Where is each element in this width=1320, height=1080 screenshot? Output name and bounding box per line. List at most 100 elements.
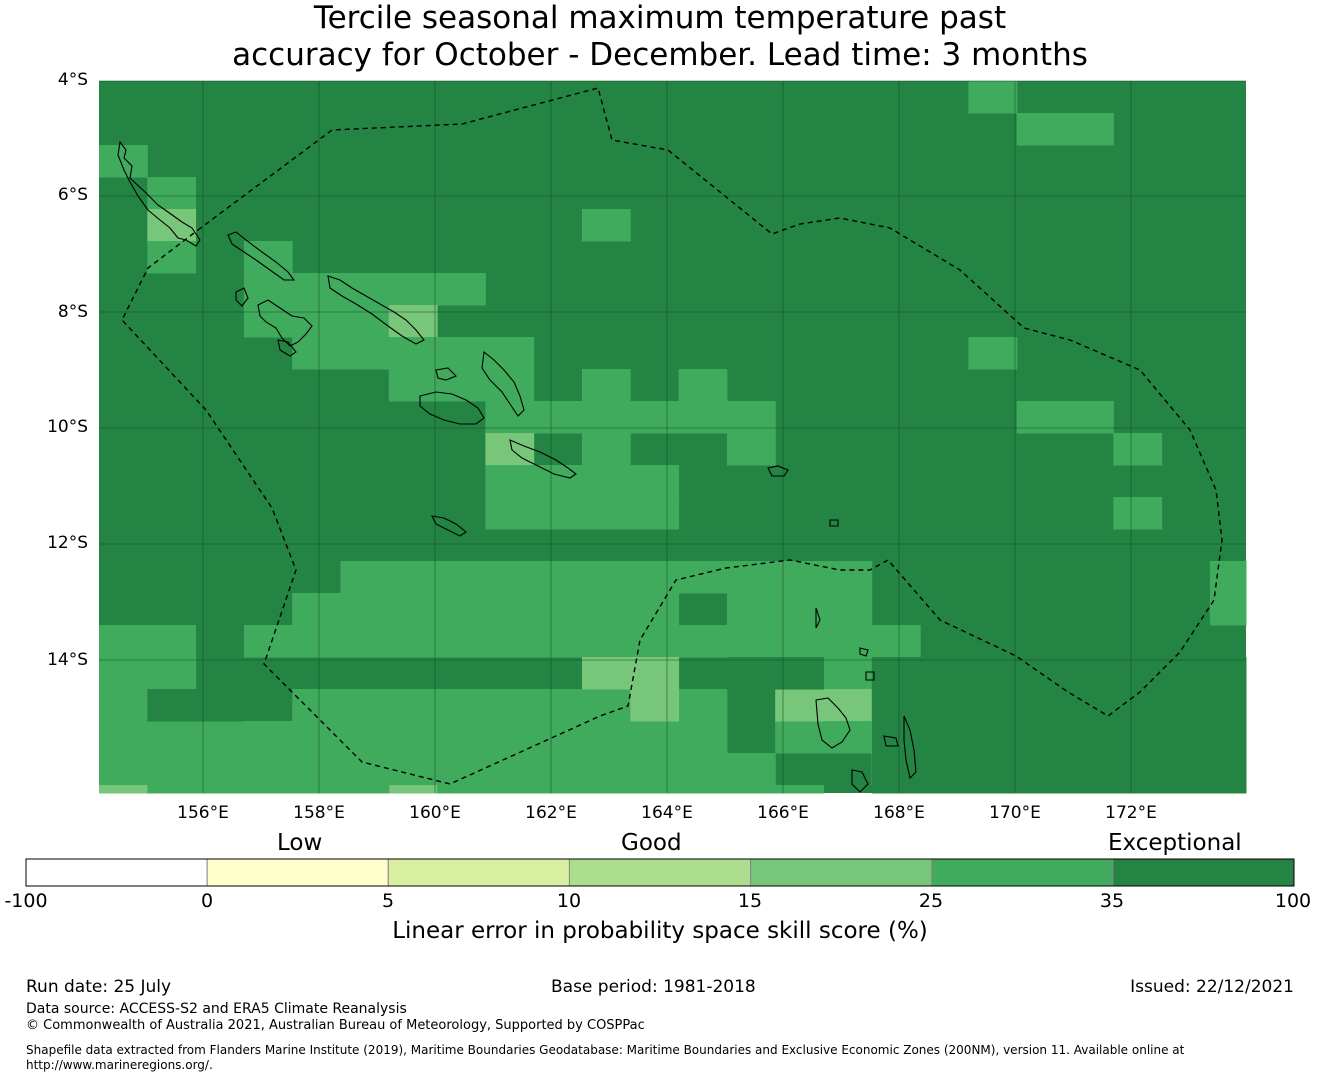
colorbar-tick: 10	[556, 890, 582, 912]
colorbar-label: Linear error in probability space skill …	[392, 918, 928, 944]
skill-cell	[630, 689, 680, 722]
lat-label-4s: 4°S	[57, 70, 88, 90]
skill-cell	[968, 337, 1018, 370]
skill-cells	[99, 81, 1247, 794]
skill-cell	[292, 593, 680, 626]
colorbar-segment	[750, 858, 933, 887]
lon-label-164e: 164°E	[641, 803, 693, 823]
colorbar-tick: 100	[1274, 890, 1312, 912]
island-rendova	[277, 339, 297, 357]
skill-cell	[388, 785, 438, 794]
skill-cell	[726, 433, 776, 466]
lat-label-8s: 8°S	[57, 302, 88, 322]
skill-cell	[1016, 113, 1114, 146]
skill-cell	[582, 369, 631, 402]
island-nendo	[767, 465, 789, 477]
skill-cell	[1113, 433, 1163, 466]
island-makira	[509, 439, 577, 479]
skill-cell	[485, 337, 535, 370]
skill-cell	[726, 593, 873, 626]
colorbar-tick: 25	[918, 890, 944, 912]
island-ambae	[883, 735, 899, 747]
skill-cell	[582, 433, 631, 466]
issued-date: Issued: 22/12/2021	[1130, 977, 1294, 997]
island-bougainville	[117, 140, 201, 247]
skill-cell	[582, 209, 631, 242]
island-nggela	[435, 367, 457, 381]
island-guadalcanal	[419, 391, 485, 425]
colorbar-segment	[931, 858, 1114, 887]
island-malaita	[481, 350, 525, 417]
skill-cell	[582, 401, 680, 434]
eez-boundary	[121, 87, 1223, 785]
colorbar-segment	[387, 858, 570, 887]
island-choiseul	[227, 231, 296, 281]
skill-cell	[147, 241, 197, 274]
skill-cell	[1209, 561, 1247, 626]
colorbar-segment	[568, 858, 752, 887]
skill-cell	[968, 81, 1018, 114]
island-santa-isabel	[327, 275, 425, 345]
base-period: Base period: 1981-2018	[551, 977, 756, 997]
skill-cell	[871, 625, 921, 658]
skill-cell	[99, 689, 148, 722]
skill-cell	[775, 721, 824, 754]
title-line-2: accuracy for October - December. Lead ti…	[232, 37, 1088, 73]
skill-cell	[582, 657, 680, 690]
skill-cell	[292, 273, 486, 306]
skill-cell	[485, 369, 535, 402]
skill-cell	[871, 657, 1247, 794]
island-rennell	[431, 515, 467, 537]
lon-label-156e: 156°E	[177, 803, 229, 823]
colorbar	[25, 858, 1295, 887]
skill-cell	[678, 561, 873, 594]
colorbar-frame	[25, 858, 1295, 887]
skill-cell	[195, 689, 245, 722]
colorbar-segment	[206, 858, 389, 887]
island-malekula	[851, 769, 869, 793]
skill-cell	[99, 721, 583, 754]
lon-label-162e: 162°E	[525, 803, 577, 823]
island-new-georgia	[257, 299, 313, 347]
skill-cell	[147, 689, 197, 722]
skill-cell	[1016, 401, 1114, 434]
lat-label-6s: 6°S	[57, 185, 88, 205]
lon-label-172e: 172°E	[1105, 803, 1157, 823]
skill-cell	[147, 177, 197, 210]
colorbar-category-good: Good	[621, 830, 682, 856]
lat-label-12s: 12°S	[47, 533, 88, 553]
title-line-1: Tercile seasonal maximum temperature pas…	[313, 0, 1007, 36]
colorbar-tick: 35	[1099, 890, 1125, 912]
skill-cell	[485, 465, 680, 498]
skill-cell	[485, 497, 680, 530]
data-source: Data source: ACCESS-S2 and ERA5 Climate …	[26, 1001, 407, 1017]
shapefile-credit: Shapefile data extracted from Flanders M…	[26, 1043, 1185, 1072]
colorbar-tick: 0	[200, 890, 214, 912]
colorbar-tick: 15	[737, 890, 763, 912]
skill-cell	[99, 625, 197, 658]
island-torres	[815, 607, 821, 629]
island-gaua	[865, 671, 875, 681]
colorbar-segment	[25, 858, 208, 887]
island-vella-lavella	[235, 287, 249, 307]
skill-cell	[99, 145, 148, 178]
skill-cell	[147, 785, 390, 794]
island-banks	[859, 647, 869, 657]
colorbar-category-low: Low	[277, 830, 323, 856]
skill-cell	[533, 401, 583, 434]
colorbar-segment	[1112, 858, 1295, 887]
skill-cell	[388, 305, 438, 338]
lon-label-170e: 170°E	[989, 803, 1041, 823]
skill-cell	[678, 369, 728, 402]
island-vanikoro	[829, 519, 839, 527]
skill-cell	[147, 209, 197, 242]
run-date: Run date: 25 July	[26, 977, 172, 997]
colorbar-tick: 5	[381, 890, 395, 912]
land-outlines	[117, 140, 917, 793]
skill-cell	[775, 689, 873, 722]
skill-cell	[340, 561, 583, 594]
skill-cell	[99, 753, 583, 786]
skill-cell	[582, 561, 680, 594]
skill-cell	[1113, 497, 1163, 530]
